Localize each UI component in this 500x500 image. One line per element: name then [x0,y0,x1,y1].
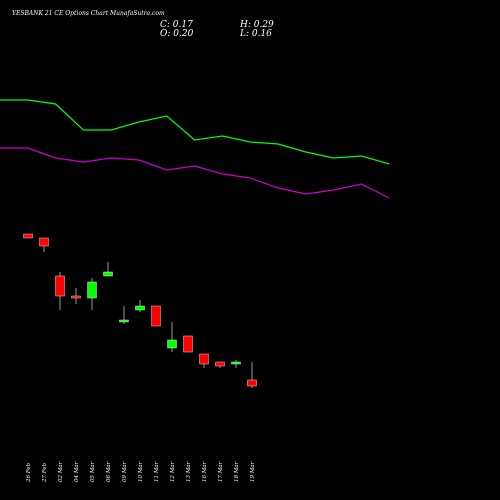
x-tick-label: 11 Mar [154,461,160,482]
candle-body [87,281,97,299]
candle-body [183,335,193,353]
x-tick-label: 02 Mar [58,461,64,482]
candle-body [103,271,113,277]
candle-body [231,361,241,365]
candle-body [167,339,177,349]
candle-body [151,305,161,327]
candle-body [23,233,33,239]
x-tick-label: 06 Mar [106,461,112,482]
chart-title: YESBANK 21 CE Options Chart MunafaSutra.… [12,10,165,17]
candle-body [247,379,257,387]
x-tick-label: 17 Mar [218,461,224,482]
ohlc-open: O: 0.20 [160,29,194,39]
candle-body [199,353,209,365]
candle-body [215,361,225,367]
x-tick-label: 10 Mar [138,461,144,482]
candle-body [135,305,145,311]
x-tick-label: 04 Mar [74,461,80,482]
candle-body [55,275,65,297]
x-tick-label: 16 Mar [202,461,208,482]
candle-body [71,295,81,299]
series-line-2 [0,147,390,199]
candle-body [39,237,49,247]
x-tick-label: 19 Mar [250,461,256,482]
x-tick-label: 09 Mar [122,461,128,482]
x-tick-label: 27 Feb [42,462,48,483]
series-line-1 [0,99,390,165]
candle-body [119,319,129,323]
x-tick-label: 12 Mar [170,461,176,482]
x-tick-label: 26 Feb [26,462,32,483]
x-tick-label: 05 Mar [90,461,96,482]
ohlc-high: H: 0.29 [240,20,274,30]
ohlc-low: L: 0.16 [240,29,272,39]
x-tick-label: 13 Mar [186,461,192,482]
ohlc-close: C: 0.17 [160,20,193,30]
x-tick-label: 18 Mar [234,461,240,482]
